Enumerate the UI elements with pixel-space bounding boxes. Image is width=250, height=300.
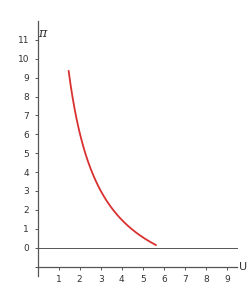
Text: U: U <box>238 262 247 272</box>
Text: π: π <box>38 27 47 40</box>
